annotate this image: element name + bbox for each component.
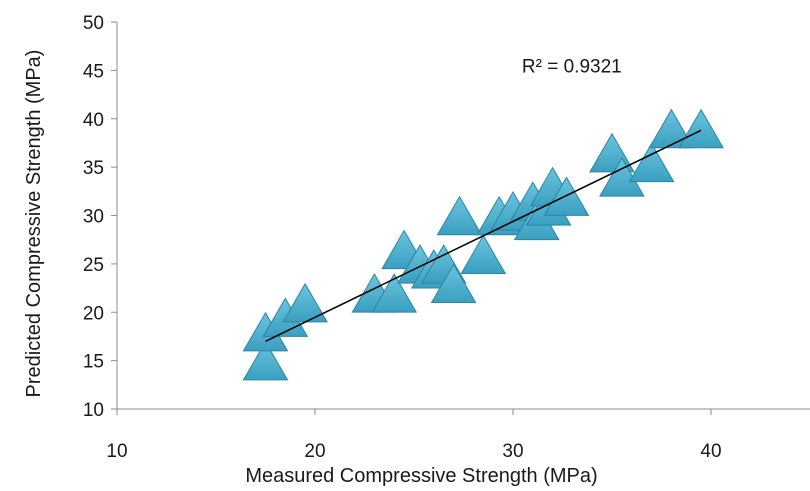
x-axis-title: Measured Compressive Strength (MPa) <box>245 465 597 487</box>
x-tick-label: 30 <box>502 441 523 462</box>
data-point-triangle <box>460 234 507 274</box>
data-point-triangle <box>371 273 418 313</box>
data-points <box>242 108 724 381</box>
data-point-triangle <box>678 108 724 149</box>
y-tick-label: 25 <box>83 255 104 276</box>
y-tick-label: 35 <box>83 158 104 179</box>
y-tick-label: 20 <box>83 303 104 324</box>
data-point-triangle <box>430 263 477 304</box>
data-point-triangle <box>242 340 289 381</box>
y-tick-label: 45 <box>83 61 104 82</box>
x-tick-label: 10 <box>106 441 127 462</box>
trendline <box>265 129 702 342</box>
data-point-triangle <box>648 108 695 149</box>
x-tick-label: 40 <box>700 441 721 462</box>
data-point-triangle <box>628 142 675 183</box>
y-tick-label: 30 <box>83 207 104 228</box>
r-squared-annotation: R² = 0.9321 <box>522 56 622 77</box>
y-axis-title: Predicted Compressive Strength (MPa) <box>23 50 45 398</box>
y-tick-label: 10 <box>83 400 104 421</box>
trendline-group <box>265 129 702 342</box>
axes <box>111 21 810 415</box>
y-tick-label: 50 <box>83 13 104 34</box>
x-tick-label: 20 <box>304 441 325 462</box>
data-point-triangle <box>543 176 590 216</box>
data-point-triangle <box>436 195 483 236</box>
tick-labels: 10 15 20 25 30 35 40 45 50 10 20 30 40 <box>83 13 722 462</box>
y-tick-label: 15 <box>83 352 104 373</box>
data-point-triangle <box>282 282 328 323</box>
y-tick-label: 40 <box>83 110 104 131</box>
